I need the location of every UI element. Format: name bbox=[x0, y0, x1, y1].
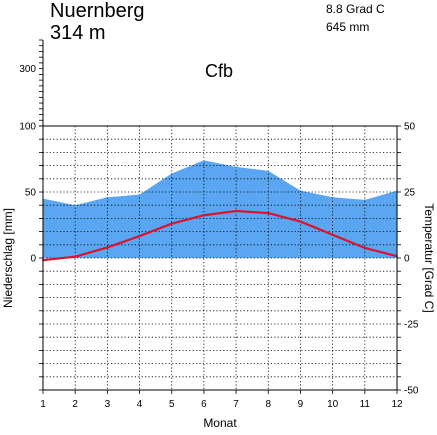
x-tick-label: 7 bbox=[233, 399, 239, 410]
x-tick-label: 12 bbox=[391, 399, 403, 410]
temperature-line bbox=[42, 209, 398, 262]
temperature-point bbox=[203, 214, 205, 217]
station-name: Nuernberg bbox=[50, 0, 145, 22]
left-tick-label: 300 bbox=[19, 64, 36, 75]
climate-classification: Cfb bbox=[205, 61, 233, 81]
x-tick-label: 2 bbox=[72, 399, 78, 410]
precipitation-point bbox=[74, 204, 76, 206]
right-tick-label: 0 bbox=[404, 254, 410, 265]
left-tick-label: 50 bbox=[25, 188, 37, 199]
temperature-point bbox=[363, 247, 366, 249]
x-tick-label: 5 bbox=[169, 399, 175, 410]
x-tick-label: 1 bbox=[40, 399, 46, 410]
precipitation-point bbox=[267, 170, 269, 172]
x-tick-label: 11 bbox=[360, 399, 371, 410]
left-tick-label: 100 bbox=[19, 122, 36, 133]
precipitation-point bbox=[138, 194, 141, 196]
x-tick-label: 8 bbox=[265, 399, 271, 410]
grid-layer bbox=[43, 126, 397, 390]
precipitation-point bbox=[203, 159, 205, 161]
right-tick-label: -50 bbox=[404, 386, 419, 397]
annual-precipitation: 645 mm bbox=[326, 20, 369, 34]
temperature-point bbox=[74, 255, 77, 258]
right-tick-label: 25 bbox=[404, 188, 416, 199]
temperature-point bbox=[299, 220, 302, 223]
x-tick-label: 4 bbox=[137, 399, 143, 410]
temperature-point bbox=[170, 222, 173, 225]
x-tick-label: 3 bbox=[105, 399, 111, 410]
precipitation-point bbox=[364, 199, 366, 201]
station-elevation: 314 m bbox=[50, 22, 106, 44]
precipitation-point bbox=[235, 166, 237, 168]
x-tick-label: 6 bbox=[201, 399, 207, 410]
precipitation-point bbox=[171, 172, 173, 175]
precipitation-point bbox=[332, 196, 334, 198]
temperature-point bbox=[138, 235, 141, 237]
x-tick-label: 9 bbox=[298, 399, 304, 410]
precipitation-area bbox=[43, 160, 397, 258]
right-tick-label: -25 bbox=[404, 320, 419, 331]
temperature-point bbox=[331, 233, 334, 236]
temperature-point bbox=[106, 246, 109, 249]
temperature-point bbox=[235, 210, 237, 212]
left-axis-label: Niederschlag [mm] bbox=[1, 208, 15, 308]
temperature-point bbox=[267, 212, 270, 215]
precipitation-point bbox=[106, 196, 108, 198]
mean-temperature: 8.8 Grad C bbox=[326, 2, 385, 16]
right-axis-label: Temperatur [Grad C] bbox=[422, 203, 436, 312]
right-tick-label: 50 bbox=[404, 122, 416, 133]
x-axis-label: Monat bbox=[203, 416, 237, 430]
x-tick-label: 10 bbox=[327, 399, 339, 410]
left-tick-label: 0 bbox=[30, 254, 36, 265]
precipitation-layer bbox=[43, 160, 397, 258]
precipitation-point bbox=[299, 190, 302, 192]
